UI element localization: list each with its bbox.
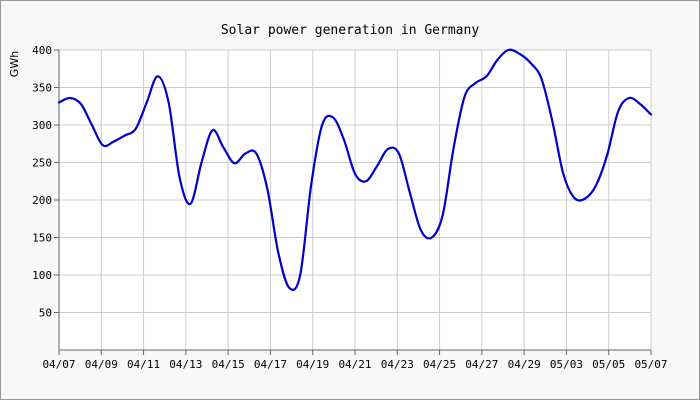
y-tick-label: 200 <box>32 194 52 207</box>
x-tick-label: 04/27 <box>465 358 498 371</box>
x-tick-label: 04/11 <box>127 358 160 371</box>
chart-title: Solar power generation in Germany <box>221 23 479 38</box>
x-tick-label: 04/17 <box>254 358 287 371</box>
x-tick-label: 05/07 <box>634 358 667 371</box>
axes <box>54 49 652 355</box>
y-tick-label: 100 <box>32 269 52 282</box>
x-tick-label: 04/21 <box>338 358 371 371</box>
y-tick-label: 350 <box>32 82 52 95</box>
x-tick-label: 05/03 <box>550 358 583 371</box>
x-tick-label: 04/23 <box>381 358 414 371</box>
y-tick-label: 250 <box>32 157 52 170</box>
x-tick-label: 04/29 <box>508 358 541 371</box>
series-line <box>57 48 653 291</box>
x-tick-label: 04/15 <box>212 358 245 371</box>
x-tick-label: 04/19 <box>296 358 329 371</box>
y-tick-label: 150 <box>32 232 52 245</box>
x-tick-label: 04/25 <box>423 358 456 371</box>
x-tick-label: 05/05 <box>592 358 625 371</box>
series-layer <box>57 48 653 291</box>
y-tick-label: 300 <box>32 119 52 132</box>
x-tick-label: 04/07 <box>42 358 75 371</box>
x-tick-label: 04/09 <box>85 358 118 371</box>
grid-lines <box>58 49 652 350</box>
y-tick-label: 400 <box>32 44 52 57</box>
tick-labels: 04/07 04/09 04/11 04/13 04/15 04/17 04/19 04/21… <box>32 44 667 371</box>
y-axis-title: GWh <box>8 51 21 77</box>
x-tick-label: 04/13 <box>169 358 202 371</box>
y-tick-label: 50 <box>39 307 52 320</box>
